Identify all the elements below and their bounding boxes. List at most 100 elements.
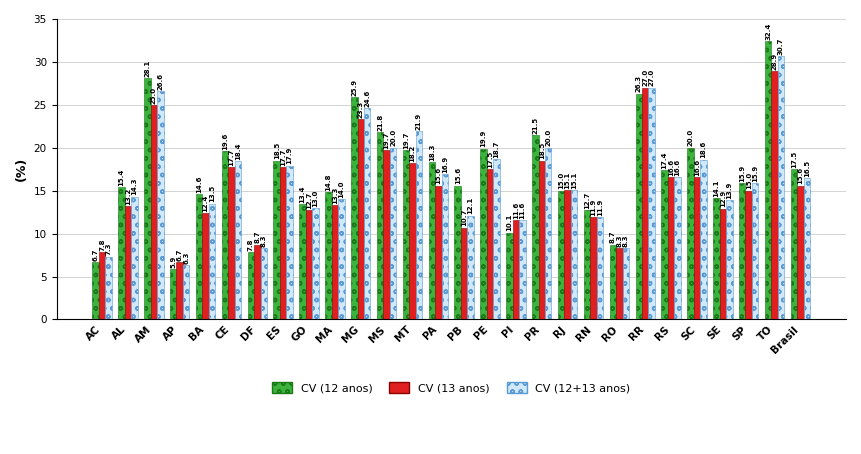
Text: 17.7: 17.7 bbox=[228, 149, 234, 166]
Text: 14.1: 14.1 bbox=[714, 180, 719, 197]
Bar bbox=[597, 217, 604, 320]
Bar bbox=[105, 257, 112, 320]
Text: 8.3: 8.3 bbox=[623, 234, 629, 247]
Text: 11.6: 11.6 bbox=[519, 201, 525, 218]
Text: 12.9: 12.9 bbox=[720, 190, 726, 207]
Bar bbox=[493, 159, 499, 320]
Text: 8.7: 8.7 bbox=[254, 231, 260, 243]
Bar bbox=[777, 56, 784, 320]
Text: 18.6: 18.6 bbox=[701, 141, 706, 158]
Text: 27.0: 27.0 bbox=[642, 69, 648, 86]
Text: 20.0: 20.0 bbox=[545, 129, 551, 147]
Bar bbox=[668, 177, 674, 320]
Text: 13.5: 13.5 bbox=[209, 185, 215, 202]
Bar bbox=[357, 119, 364, 320]
Text: 6.7: 6.7 bbox=[177, 248, 183, 261]
Text: 14.3: 14.3 bbox=[132, 178, 138, 195]
Text: 16.6: 16.6 bbox=[668, 158, 674, 176]
Bar bbox=[642, 88, 648, 320]
Bar bbox=[532, 135, 538, 320]
Bar bbox=[170, 269, 177, 320]
Text: 26.3: 26.3 bbox=[635, 75, 641, 93]
Text: 13.4: 13.4 bbox=[300, 186, 306, 203]
Text: 12.4: 12.4 bbox=[202, 194, 208, 212]
Text: 17.4: 17.4 bbox=[661, 151, 667, 169]
Bar bbox=[558, 191, 565, 320]
Bar bbox=[377, 132, 383, 320]
Bar bbox=[331, 205, 338, 320]
Text: 19.9: 19.9 bbox=[480, 130, 486, 148]
Text: 30.7: 30.7 bbox=[778, 37, 784, 54]
Text: 18.3: 18.3 bbox=[429, 143, 435, 161]
Text: 18.5: 18.5 bbox=[274, 142, 280, 159]
Bar bbox=[235, 162, 241, 320]
Legend: CV (12 anos), CV (13 anos), CV (12+13 anos): CV (12 anos), CV (13 anos), CV (12+13 an… bbox=[268, 378, 635, 398]
Text: 7.8: 7.8 bbox=[99, 239, 105, 251]
Text: 15.9: 15.9 bbox=[740, 164, 746, 182]
Text: 13.3: 13.3 bbox=[331, 187, 338, 204]
Text: 15.0: 15.0 bbox=[558, 172, 564, 189]
Bar bbox=[616, 248, 623, 320]
Bar bbox=[591, 217, 597, 320]
Bar bbox=[584, 210, 591, 320]
Text: 21.9: 21.9 bbox=[416, 113, 422, 130]
Text: 25.0: 25.0 bbox=[151, 86, 157, 104]
Bar bbox=[623, 248, 629, 320]
Bar bbox=[726, 200, 733, 320]
Bar bbox=[694, 177, 700, 320]
Bar bbox=[125, 206, 131, 320]
Bar bbox=[545, 148, 552, 320]
Bar bbox=[455, 186, 461, 320]
Text: 15.9: 15.9 bbox=[753, 164, 759, 182]
Text: 23.3: 23.3 bbox=[357, 101, 363, 118]
Text: 8.7: 8.7 bbox=[610, 231, 616, 243]
Text: 15.1: 15.1 bbox=[571, 171, 577, 188]
Bar bbox=[797, 186, 803, 320]
Bar bbox=[565, 190, 571, 320]
Bar bbox=[325, 192, 331, 320]
Bar bbox=[739, 183, 746, 320]
Bar bbox=[538, 161, 545, 320]
Bar bbox=[254, 245, 261, 320]
Bar bbox=[571, 190, 578, 320]
Text: 16.6: 16.6 bbox=[674, 158, 680, 176]
Text: 21.8: 21.8 bbox=[377, 114, 383, 131]
Bar bbox=[287, 166, 293, 320]
Text: 12.7: 12.7 bbox=[306, 192, 312, 209]
Text: 15.4: 15.4 bbox=[119, 168, 125, 186]
Text: 16.5: 16.5 bbox=[804, 159, 810, 177]
Bar bbox=[300, 204, 306, 320]
Text: 12.1: 12.1 bbox=[468, 197, 474, 214]
Bar bbox=[351, 97, 357, 320]
Text: 15.1: 15.1 bbox=[565, 171, 571, 188]
Bar bbox=[435, 186, 442, 320]
Text: 32.4: 32.4 bbox=[765, 23, 771, 40]
Text: 14.6: 14.6 bbox=[196, 175, 202, 193]
Text: 16.9: 16.9 bbox=[442, 156, 448, 173]
Text: 18.7: 18.7 bbox=[493, 140, 499, 158]
Bar bbox=[338, 199, 344, 320]
Text: 5.9: 5.9 bbox=[170, 255, 177, 267]
Text: 24.6: 24.6 bbox=[364, 90, 370, 107]
Text: 7.3: 7.3 bbox=[106, 243, 112, 256]
Bar bbox=[713, 198, 720, 320]
Text: 15.0: 15.0 bbox=[746, 172, 752, 189]
Text: 12.7: 12.7 bbox=[584, 192, 590, 209]
Bar bbox=[261, 248, 267, 320]
Bar bbox=[248, 252, 254, 320]
Bar bbox=[195, 194, 202, 320]
Text: 14.8: 14.8 bbox=[325, 173, 331, 191]
Bar bbox=[442, 174, 448, 320]
Bar bbox=[803, 178, 810, 320]
Bar bbox=[429, 163, 435, 320]
Bar bbox=[228, 168, 235, 320]
Text: 17.5: 17.5 bbox=[791, 151, 797, 168]
Text: 15.6: 15.6 bbox=[436, 167, 442, 184]
Bar bbox=[118, 187, 125, 320]
Text: 10.1: 10.1 bbox=[506, 214, 512, 232]
Bar bbox=[390, 148, 396, 320]
Bar bbox=[99, 252, 105, 320]
Text: 17.5: 17.5 bbox=[487, 151, 493, 168]
Bar bbox=[364, 108, 370, 320]
Bar bbox=[648, 88, 655, 320]
